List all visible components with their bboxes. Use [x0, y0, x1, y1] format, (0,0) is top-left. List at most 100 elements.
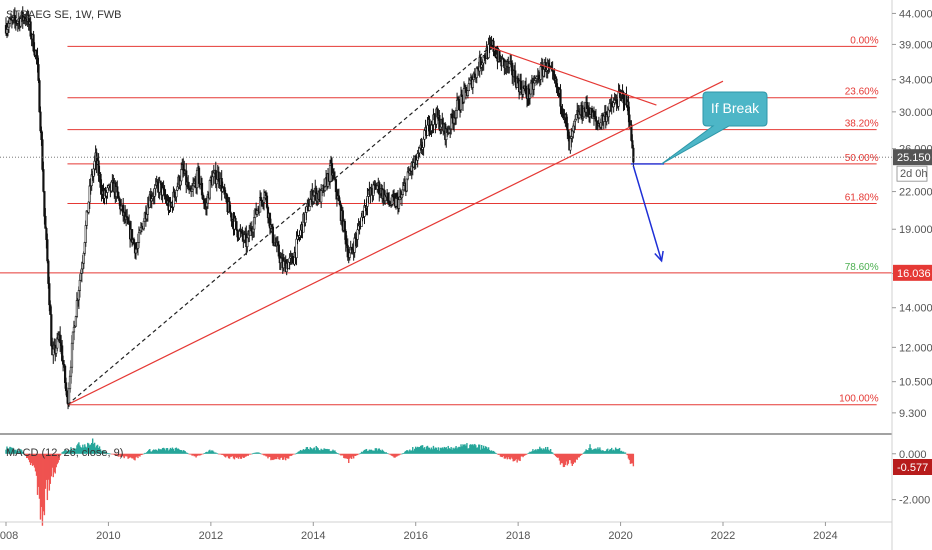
- macd-bar-223: [224, 453, 227, 458]
- macd-bar-118: [121, 453, 123, 456]
- macd-bar-454: [452, 447, 454, 454]
- macd-bar-111: [114, 453, 117, 456]
- macd-bar-191: [193, 453, 195, 457]
- trendline-solid-0[interactable]: [67, 80, 724, 406]
- macd-bar-383: [382, 450, 384, 454]
- macd-bar-233: [234, 453, 237, 457]
- macd-bar-516: [513, 453, 515, 462]
- macd-bar-390: [389, 453, 391, 455]
- countdown-bg: [896, 165, 928, 182]
- macd-bar-250: [251, 453, 253, 455]
- y-tick-label-6: 19.000: [899, 224, 932, 236]
- projection-arrow-shaft[interactable]: [632, 165, 663, 262]
- annotations[interactable]: [630, 163, 665, 263]
- macd-bar-434: [432, 445, 435, 454]
- macd-bar-101: [104, 451, 107, 454]
- macd-bar-288: [288, 453, 291, 457]
- macd-bar-190: [192, 453, 194, 456]
- candle-body-599: [594, 116, 598, 122]
- macd-bar-435: [433, 448, 436, 454]
- macd-bar-444: [442, 448, 444, 454]
- macd-bar-25: [29, 453, 32, 466]
- macd-bar-206: [208, 450, 210, 454]
- macd-bar-591: [587, 450, 589, 454]
- macd-bar-61: [65, 450, 67, 454]
- macd-bar-376: [375, 448, 378, 454]
- macd-bar-479: [477, 447, 479, 454]
- macd-bar-585: [581, 453, 583, 455]
- macd-bar-245: [246, 453, 248, 456]
- macd-bar-21: [25, 453, 28, 459]
- y-tick-label-3: 30.000: [899, 107, 932, 119]
- macd-bar-122: [125, 453, 127, 457]
- macd-axis[interactable]: 0.000 -2.000 -0.577: [892, 449, 932, 507]
- fib-label-6: 100.00%: [839, 394, 879, 405]
- macd-bar-22: [26, 453, 29, 459]
- callout-bubble[interactable]: [661, 91, 768, 165]
- macd-bar-531: [528, 452, 530, 454]
- macd-tick-label-1: -2.000: [899, 495, 930, 507]
- macd-bar-619: [614, 447, 617, 454]
- macd-bar-219: [220, 453, 223, 455]
- macd-bar-84: [88, 443, 90, 454]
- macd-bar-11: [16, 450, 18, 454]
- macd-bar-241: [242, 453, 245, 458]
- macd-bar-142: [145, 452, 147, 454]
- macd-bar-187: [189, 453, 191, 455]
- time-axis[interactable]: 2008 2010 2012 2014 2016 2018 2020 2022 2024: [0, 522, 838, 542]
- price-axis[interactable]: 44.00039.00034.00030.00026.00022.00019.0…: [0, 8, 932, 420]
- macd-bar-264: [265, 453, 267, 457]
- macd-bar-328: [328, 449, 330, 454]
- macd-bar-151: [154, 449, 156, 454]
- trendline-solid-1[interactable]: [489, 46, 657, 106]
- macd-bar-404: [403, 452, 405, 454]
- macd-bar-384: [383, 451, 385, 454]
- macd-bar-481: [479, 444, 481, 454]
- macd-bar-32: [36, 453, 39, 495]
- fib-label-1: 23.60%: [845, 87, 879, 98]
- macd-bar-110: [113, 453, 116, 455]
- candle-body-495: [492, 40, 495, 52]
- macd-bar-43: [47, 453, 50, 480]
- macd-bar-593: [589, 444, 591, 454]
- callout[interactable]: If Break: [661, 91, 768, 165]
- macd-bar-633: [628, 453, 631, 461]
- macd-bar-99: [102, 450, 105, 454]
- candle-body-38: [42, 169, 45, 192]
- macd-bar-331: [331, 450, 333, 454]
- x-tick-label-4: 2016: [403, 530, 427, 542]
- macd-bar-503: [500, 453, 503, 457]
- macd-bar-24: [28, 453, 31, 463]
- trendline-dashed-2[interactable]: [67, 46, 491, 406]
- macd-bar-289: [289, 453, 292, 456]
- macd-bar-268: [269, 453, 271, 458]
- macd-bar-69: [73, 447, 75, 454]
- macd-bar-346: [346, 453, 348, 459]
- macd-bar-609: [605, 450, 607, 454]
- macd-bar-52: [56, 453, 58, 465]
- macd-bar-582: [578, 453, 580, 458]
- macd-bar-565: [561, 453, 564, 464]
- price-pane[interactable]: 0.00% 23.60% 38.20% 50.00% 61.80% 78.60% 100.0…: [0, 6, 892, 410]
- macd-bar-361: [360, 451, 363, 454]
- macd-bar-330: [330, 451, 332, 454]
- macd-bar-178: [180, 450, 183, 454]
- macd-bar-568: [564, 453, 567, 465]
- macd-bar-348: [348, 453, 350, 464]
- macd-bar-469: [467, 448, 469, 454]
- macd-bar-629: [624, 452, 627, 454]
- macd-bar-496: [493, 451, 496, 454]
- macd-bar-595: [591, 449, 593, 454]
- trendlines[interactable]: [67, 46, 724, 406]
- macd-pane[interactable]: [5, 438, 635, 526]
- projection-arrow-head[interactable]: [654, 250, 664, 263]
- macd-bar-372: [371, 450, 374, 454]
- macd-bar-497: [494, 452, 497, 454]
- macd-bar-385: [384, 452, 386, 454]
- macd-bar-599: [595, 448, 597, 454]
- macd-bar-267: [268, 453, 270, 457]
- macd-bar-64: [68, 450, 70, 454]
- macd-bar-564: [560, 453, 563, 463]
- macd-bar-566: [562, 453, 565, 468]
